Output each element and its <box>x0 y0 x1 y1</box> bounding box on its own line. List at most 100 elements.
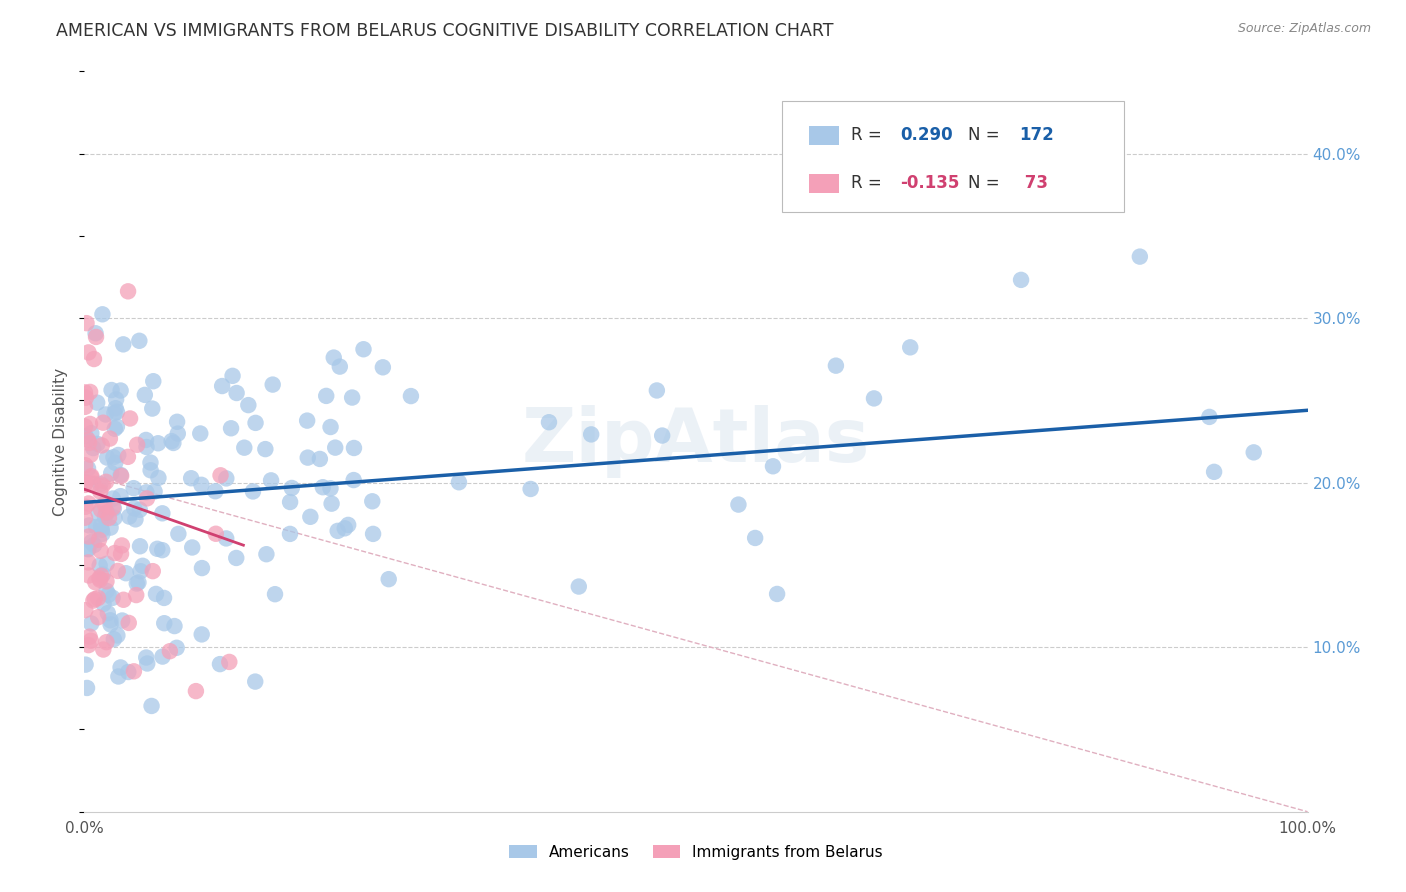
Point <box>136 657 159 671</box>
Point <box>221 368 243 383</box>
Point <box>343 441 366 455</box>
Point <box>93 497 115 511</box>
Point <box>519 482 541 496</box>
Point <box>299 509 322 524</box>
Point <box>141 401 163 416</box>
Point <box>76 316 98 330</box>
Point <box>97 588 120 602</box>
Point <box>333 521 356 535</box>
Point <box>80 633 103 648</box>
Point <box>134 388 156 402</box>
Point <box>1243 445 1265 459</box>
Point <box>120 411 142 425</box>
Point <box>110 384 132 398</box>
Text: R =: R = <box>851 127 887 145</box>
Point <box>118 615 141 630</box>
Point <box>181 541 204 555</box>
Point <box>87 591 110 605</box>
Point <box>264 587 287 601</box>
Point <box>135 485 157 500</box>
Point <box>107 564 129 578</box>
Point <box>131 558 153 573</box>
Point <box>97 606 120 620</box>
Point <box>94 475 117 489</box>
Point <box>100 383 122 397</box>
Point <box>568 580 591 594</box>
Point <box>262 377 284 392</box>
Point <box>84 520 107 534</box>
Point <box>219 421 242 435</box>
Text: R =: R = <box>851 175 887 193</box>
Point <box>825 359 848 373</box>
Point <box>77 518 100 533</box>
Point <box>105 405 128 419</box>
Point <box>139 463 162 477</box>
Point <box>103 406 125 420</box>
Point <box>245 416 267 430</box>
Point <box>127 575 149 590</box>
Point <box>107 448 129 462</box>
Point <box>103 632 125 647</box>
Point <box>75 458 97 473</box>
Point <box>110 547 132 561</box>
Point <box>104 456 127 470</box>
Point <box>242 484 264 499</box>
Point <box>190 478 212 492</box>
Point <box>110 467 132 482</box>
Point <box>321 497 343 511</box>
Point <box>110 489 132 503</box>
Point <box>191 561 214 575</box>
Point <box>89 484 111 499</box>
Text: ZipAtlas: ZipAtlas <box>522 405 870 478</box>
Point <box>73 385 96 400</box>
Point <box>122 501 145 516</box>
Point <box>166 426 188 441</box>
Point <box>762 459 785 474</box>
Point <box>260 474 283 488</box>
Point <box>142 374 165 388</box>
Point <box>125 576 148 591</box>
Point <box>87 507 110 521</box>
Point <box>447 475 470 490</box>
Point <box>77 461 100 475</box>
Point <box>254 442 277 456</box>
Point <box>112 592 135 607</box>
Point <box>135 650 157 665</box>
Point <box>225 551 247 566</box>
Point <box>86 395 108 409</box>
Point <box>101 491 124 506</box>
Point <box>80 616 103 631</box>
Point <box>329 359 352 374</box>
Point <box>77 555 100 569</box>
Point <box>77 345 100 359</box>
Point <box>150 543 173 558</box>
Point <box>166 415 188 429</box>
Point <box>105 628 128 642</box>
Point <box>766 587 789 601</box>
Point <box>91 567 114 582</box>
Point <box>399 389 422 403</box>
Point <box>129 539 152 553</box>
Point <box>96 557 118 571</box>
Y-axis label: Cognitive Disability: Cognitive Disability <box>53 368 69 516</box>
Point <box>96 506 118 520</box>
Legend: Americans, Immigrants from Belarus: Americans, Immigrants from Belarus <box>509 845 883 860</box>
Point <box>75 429 97 443</box>
Point <box>146 541 169 556</box>
Point <box>167 527 190 541</box>
Point <box>101 500 124 515</box>
Point <box>312 480 335 494</box>
Point <box>142 564 165 578</box>
Point <box>361 494 384 508</box>
Point <box>537 415 560 429</box>
Point <box>77 542 100 557</box>
Point <box>297 450 319 465</box>
Point <box>245 674 267 689</box>
Point <box>353 343 375 357</box>
Point <box>146 436 169 450</box>
Point <box>90 568 112 582</box>
Point <box>91 478 114 492</box>
FancyBboxPatch shape <box>782 101 1125 212</box>
Text: 73: 73 <box>1019 175 1047 193</box>
Point <box>104 546 127 560</box>
